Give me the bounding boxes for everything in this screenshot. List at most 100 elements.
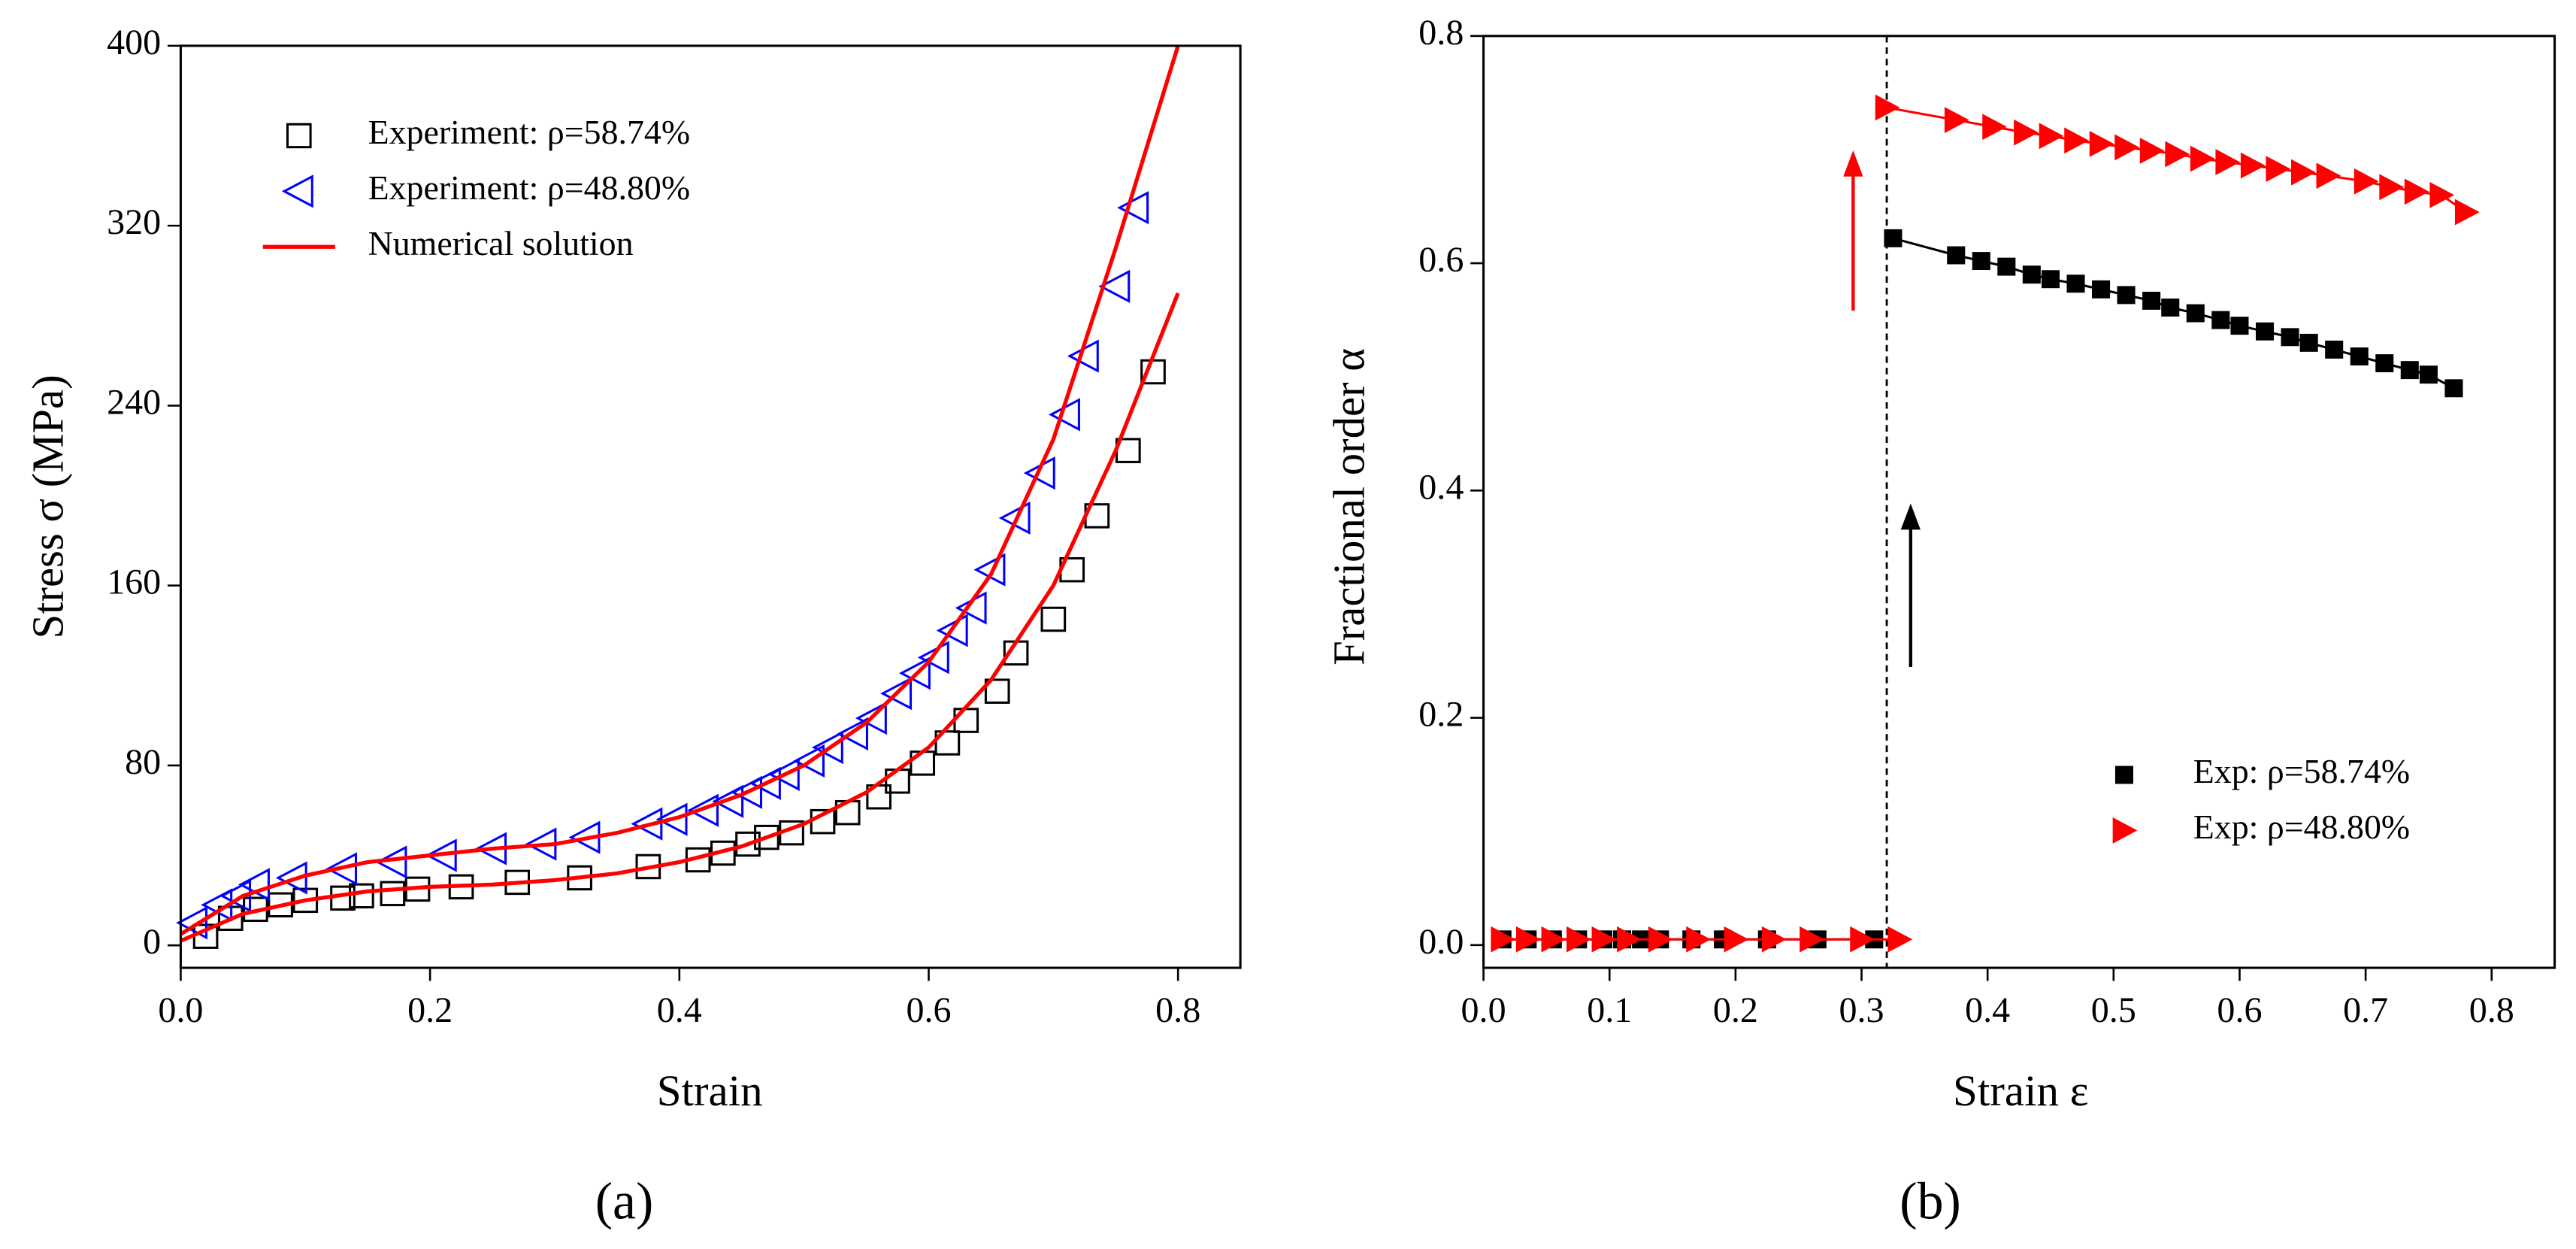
marker [631,807,663,841]
marker [2139,138,2165,164]
marker [2064,127,2090,154]
y-tick-label: 0.8 [1418,13,1464,53]
marker [1850,926,1875,953]
marker [936,614,968,647]
marker [2211,311,2230,329]
marker [2316,162,2341,189]
marker [2215,149,2241,175]
marker [953,708,979,733]
marker [2255,322,2275,341]
legend-label: Experiment: ρ=48.80% [368,168,691,207]
marker [2092,280,2111,299]
x-axis-label: Strain ε [1953,1066,2088,1115]
marker [731,775,763,809]
caption: (b) [1899,1173,1961,1231]
marker [2325,340,2344,359]
marker [2354,168,2379,195]
marker [1944,107,1969,134]
series-line [180,45,1180,936]
marker [917,641,949,675]
legend-label: Exp: ρ=48.80% [2193,808,2410,846]
marker [793,744,825,778]
x-tick-label: 0.5 [2091,990,2136,1030]
marker [855,701,887,735]
marker [2375,354,2394,373]
marker [1491,926,1516,953]
marker [1566,926,1591,953]
marker [1648,926,1673,953]
y-tick-label: 240 [107,382,161,422]
marker [219,879,252,913]
marker [2419,365,2438,384]
marker [735,831,761,857]
caption: (a) [595,1173,654,1231]
marker [2041,270,2060,289]
marker [1023,456,1055,490]
marker [2039,123,2064,150]
plot-frame [1482,35,2556,969]
marker [880,677,913,711]
y-tick-label: 0 [143,922,161,962]
marker [2114,134,2140,161]
marker [1884,229,1902,247]
marker [2400,361,2419,380]
marker [811,730,843,765]
marker [2444,379,2463,398]
x-tick-label: 0.6 [2217,990,2262,1030]
arrow-head [1900,503,1921,530]
marker [2281,328,2299,347]
y-tick-label: 400 [107,23,161,62]
marker [2429,182,2455,208]
marker [1515,926,1541,953]
marker [2089,131,2114,157]
y-tick-label: 80 [125,742,161,782]
series-line [180,292,1180,943]
marker [1591,926,1617,953]
marker [934,730,961,756]
marker [1800,926,1824,953]
marker [380,881,406,907]
legend-marker [286,123,312,149]
x-tick-label: 0.2 [1713,990,1758,1030]
marker [749,766,781,800]
arrow-head [1843,150,1863,177]
marker [2142,291,2161,310]
marker [2165,141,2190,168]
legend-label: Experiment: ρ=58.74% [368,113,691,151]
marker [1982,114,2008,141]
marker [2117,286,2136,305]
marker [910,750,936,776]
marker [2230,317,2249,335]
marker [1686,926,1712,953]
marker [687,793,719,827]
x-tick-label: 0.7 [2343,990,2388,1030]
marker [1040,606,1067,632]
marker [1875,94,1900,121]
marker [712,784,744,818]
marker [375,845,407,879]
marker [655,802,688,836]
marker [2266,156,2291,183]
marker [2299,333,2318,352]
marker [1724,926,1749,953]
marker [2022,265,2041,284]
marker [1947,246,1966,265]
legend-label: Numerical solution [368,224,634,262]
x-tick-label: 0.2 [407,990,453,1030]
marker [2186,304,2205,323]
x-tick-label: 0.4 [657,990,702,1030]
marker [754,824,779,850]
legend-marker [2114,765,2133,784]
marker [2161,299,2180,317]
marker [984,678,1010,704]
marker [1617,926,1642,953]
marker [2350,347,2369,365]
marker [1541,926,1566,953]
y-tick-label: 320 [107,202,161,242]
x-tick-label: 0.8 [1155,990,1200,1030]
x-tick-label: 0.1 [1587,990,1632,1030]
legend-label: Exp: ρ=58.74% [2193,752,2410,790]
x-tick-label: 0.4 [1965,990,2010,1030]
plot-frame [179,44,1242,969]
